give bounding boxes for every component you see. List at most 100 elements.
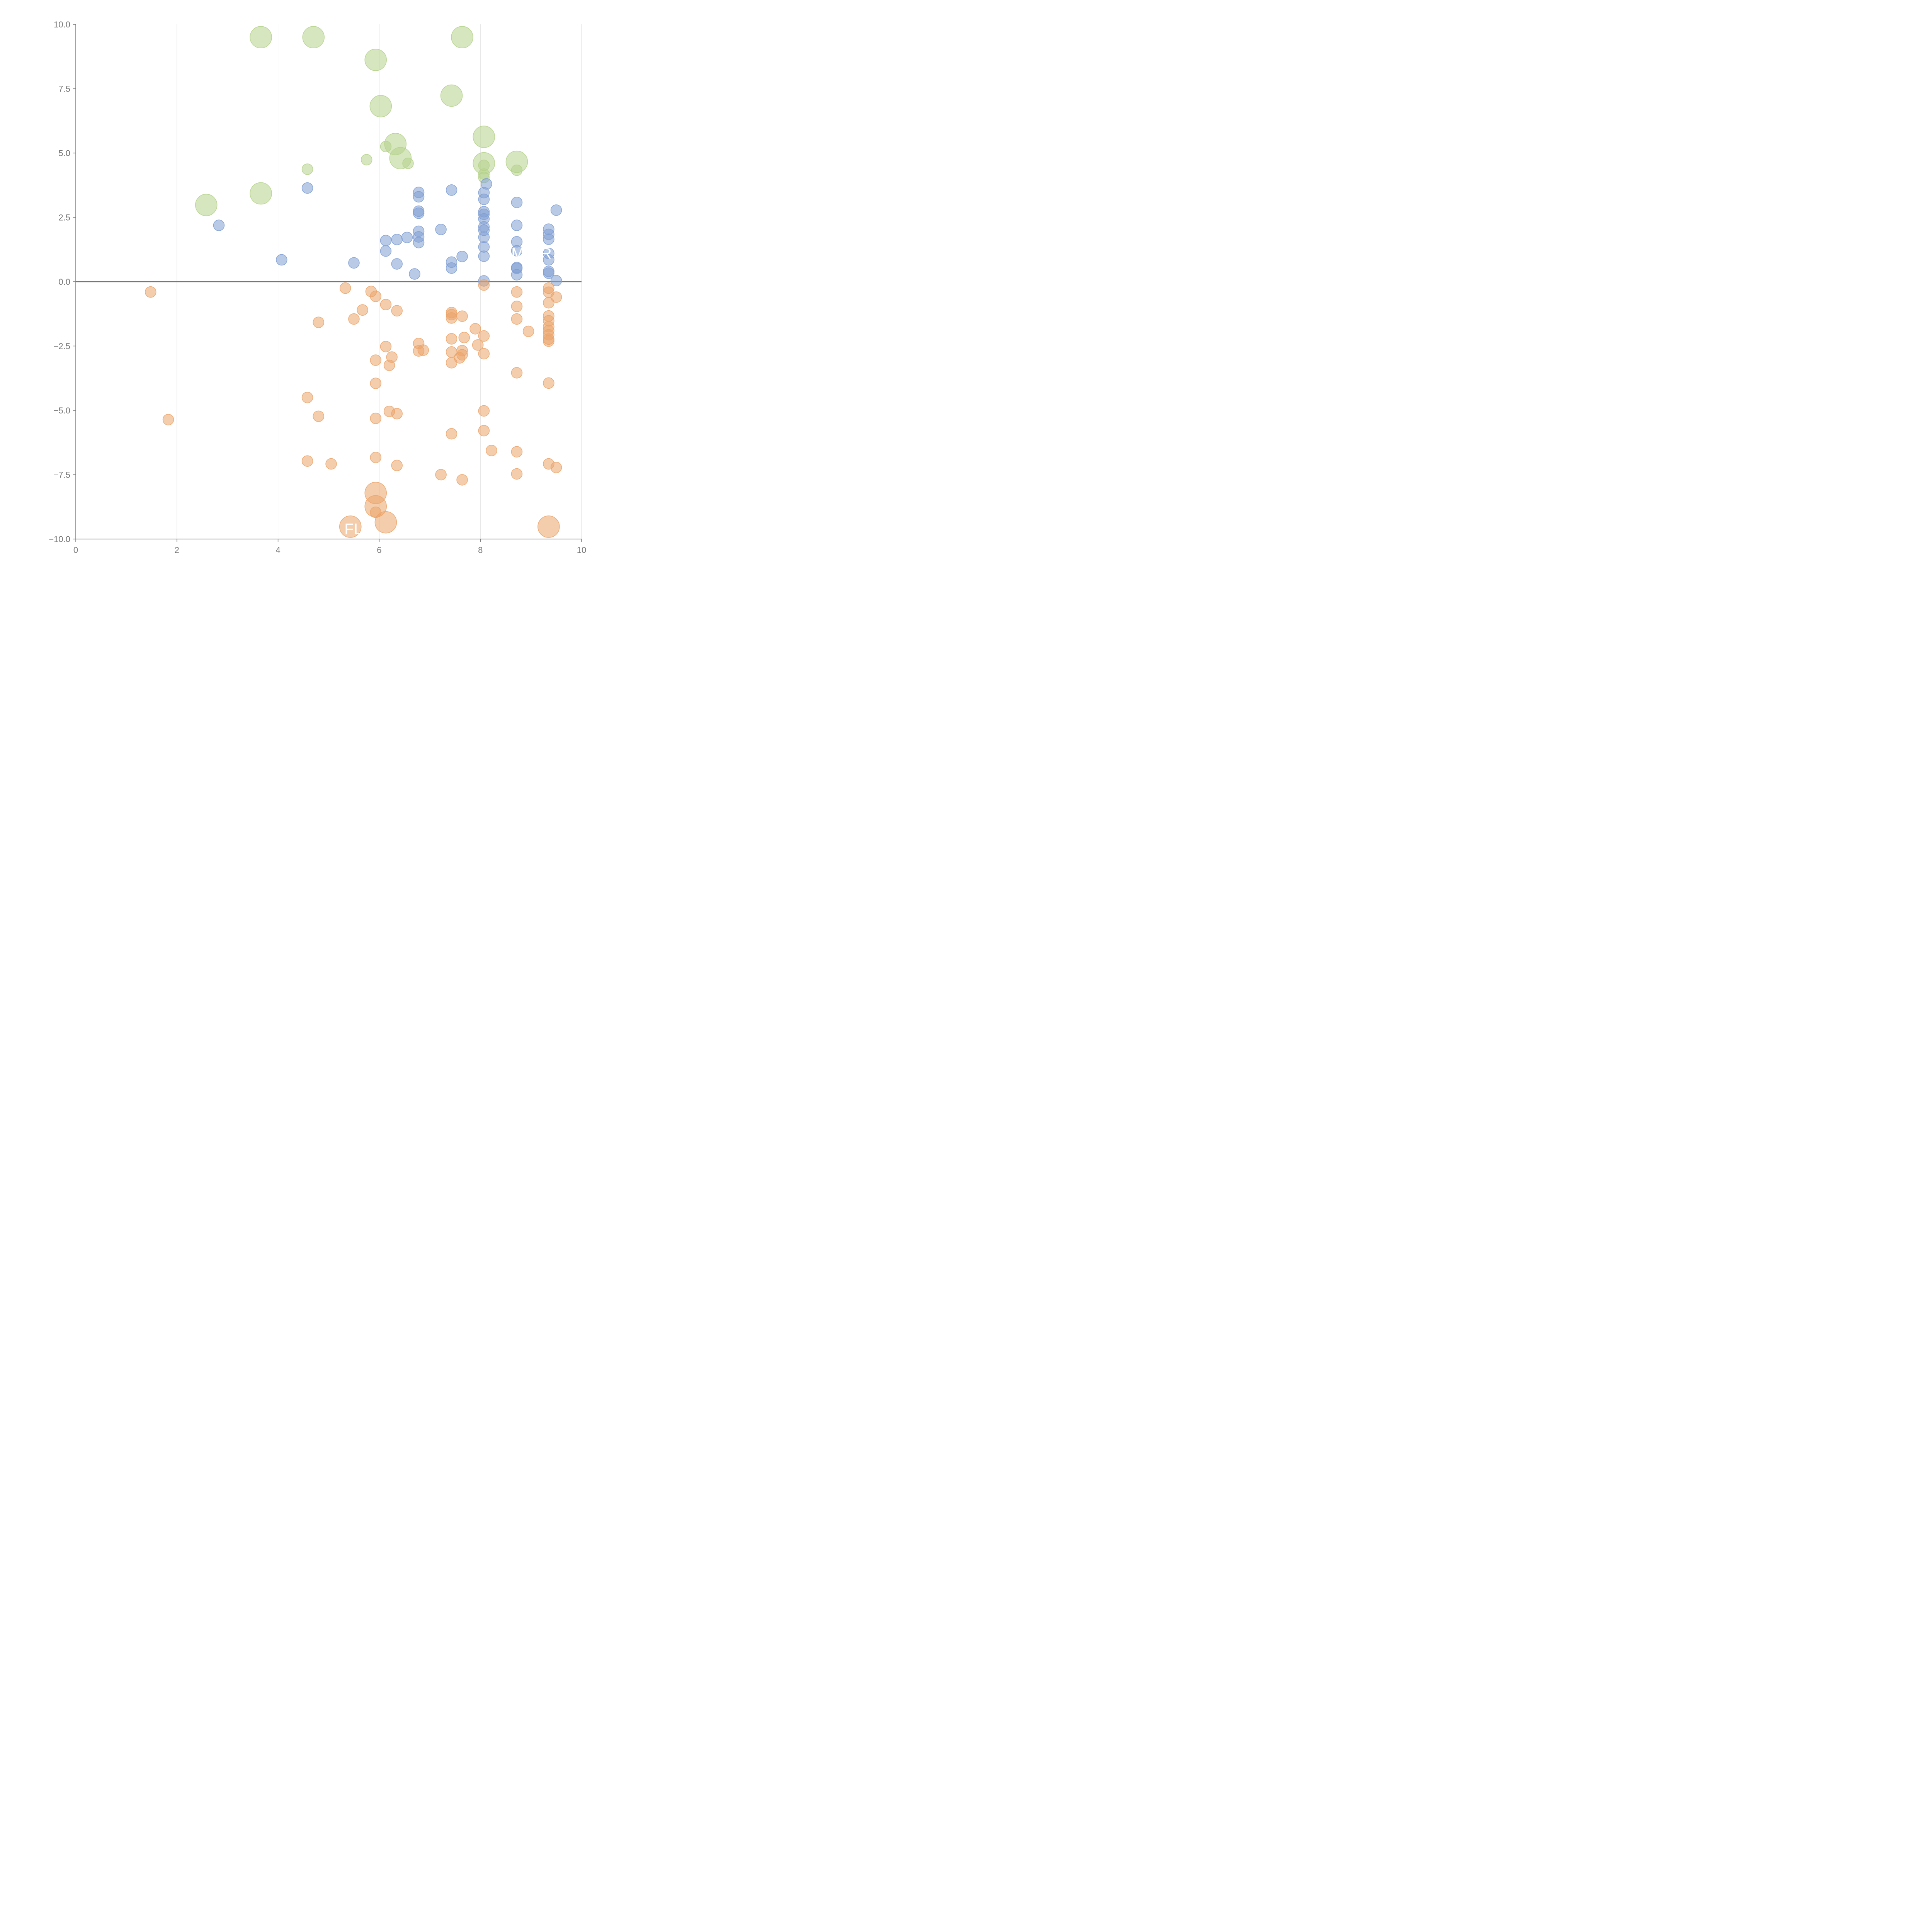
- point-blue: [446, 262, 457, 274]
- y-tick-label: −5.0: [54, 406, 70, 415]
- point-orange-large: [537, 515, 560, 538]
- y-tick-label: −10.0: [49, 534, 70, 544]
- point-blue: [511, 197, 523, 208]
- point-orange-small: [370, 291, 381, 302]
- point-green-large: [440, 84, 463, 107]
- point-orange-small: [478, 425, 490, 437]
- point-orange-small: [511, 313, 523, 325]
- y-tick-label: −7.5: [54, 470, 70, 480]
- point-blue: [413, 191, 425, 202]
- x-tick-label: 2: [175, 545, 179, 555]
- point-orange-small: [543, 335, 554, 347]
- point-orange-small: [391, 305, 403, 317]
- point-orange-small: [446, 428, 457, 440]
- point-green-large: [473, 126, 495, 148]
- point-blue: [478, 194, 490, 205]
- point-orange-small: [339, 282, 351, 294]
- annotations: FLU MC R: [344, 245, 552, 538]
- point-orange-small: [370, 378, 381, 389]
- point-blue: [543, 254, 554, 266]
- point-blue: [511, 269, 523, 281]
- point-orange-small: [511, 468, 523, 480]
- y-tick-label: 5.0: [58, 148, 70, 158]
- point-green-small: [301, 163, 313, 175]
- point-blue: [380, 245, 392, 257]
- y-tick-label: −2.5: [54, 342, 70, 351]
- point-orange-small: [543, 297, 554, 309]
- y-tick-label: 0.0: [58, 277, 70, 287]
- point-blue: [511, 219, 523, 231]
- axes: [73, 24, 582, 542]
- point-orange-small: [472, 339, 484, 351]
- point-blue: [543, 233, 554, 245]
- point-orange-small: [478, 405, 490, 417]
- point-orange-small: [370, 354, 381, 366]
- point-green-large: [302, 26, 325, 49]
- point-orange-small: [478, 279, 490, 291]
- point-orange-small: [370, 412, 381, 424]
- point-blue: [276, 254, 287, 266]
- x-tick-label: 8: [478, 545, 483, 555]
- point-blue: [478, 250, 490, 262]
- point-green-small: [380, 141, 392, 153]
- point-green-large: [364, 49, 387, 71]
- point-orange-small: [391, 408, 403, 420]
- point-blue: [401, 231, 413, 243]
- point-blue: [550, 275, 562, 287]
- point-orange-small: [511, 367, 523, 379]
- point-blue: [446, 184, 457, 196]
- point-orange-large: [364, 495, 387, 518]
- point-green-large: [451, 26, 473, 49]
- point-blue: [348, 257, 360, 269]
- point-orange-small: [550, 462, 562, 473]
- x-tick-label: 10: [577, 545, 586, 555]
- x-tick-label: 0: [73, 545, 78, 555]
- point-blue: [301, 182, 313, 194]
- point-blue: [413, 237, 425, 248]
- point-blue: [435, 224, 447, 235]
- point-orange-small: [313, 410, 325, 422]
- point-orange-small: [456, 349, 468, 361]
- point-orange-small: [511, 286, 523, 298]
- point-orange-small: [417, 344, 429, 356]
- point-blue: [413, 207, 425, 219]
- point-green-large: [250, 182, 272, 205]
- point-orange-small: [543, 377, 554, 389]
- point-orange-small: [301, 391, 313, 403]
- point-orange-small: [478, 348, 490, 360]
- scatter-chart: 0 2 4 6 8 10 −10.0 −7.5 −5.0 −2.5 0.0 2.5 5.0 7.5 10.0…: [49, 20, 586, 555]
- point-blue: [511, 245, 523, 257]
- tick-labels: 0 2 4 6 8 10 −10.0 −7.5 −5.0 −2.5 0.0 2.5 5.0 7.5 10.0: [49, 20, 586, 555]
- point-orange-small: [511, 301, 523, 312]
- point-orange-small: [301, 455, 313, 467]
- x-tick-label: 4: [276, 545, 280, 555]
- point-orange-small: [469, 323, 481, 335]
- point-orange-small: [162, 414, 174, 425]
- point-green-small: [402, 157, 414, 169]
- point-orange-small: [446, 312, 457, 324]
- point-orange-small: [446, 333, 457, 345]
- y-tick-label: 10.0: [54, 20, 70, 29]
- x-tick-label: 6: [377, 545, 381, 555]
- annotation-label: FLU: [344, 520, 374, 537]
- data-points: [145, 26, 562, 538]
- point-orange-small: [357, 304, 368, 316]
- point-green-large: [195, 194, 218, 216]
- point-green-small: [361, 154, 372, 166]
- point-orange-small: [478, 330, 490, 342]
- point-orange-large: [339, 515, 362, 538]
- point-orange-small: [380, 299, 392, 311]
- point-orange-small: [391, 459, 403, 471]
- point-blue: [543, 267, 554, 279]
- point-blue: [478, 231, 490, 243]
- point-orange-small: [456, 474, 468, 486]
- point-orange-small: [386, 351, 398, 363]
- point-orange-small: [511, 446, 523, 457]
- point-orange-small: [435, 469, 447, 481]
- point-blue: [380, 235, 392, 247]
- point-blue: [456, 250, 468, 262]
- point-orange-small: [458, 332, 470, 344]
- annotation-label: R: [541, 245, 552, 262]
- point-green-large: [250, 26, 272, 49]
- y-tick-label: 2.5: [58, 213, 70, 223]
